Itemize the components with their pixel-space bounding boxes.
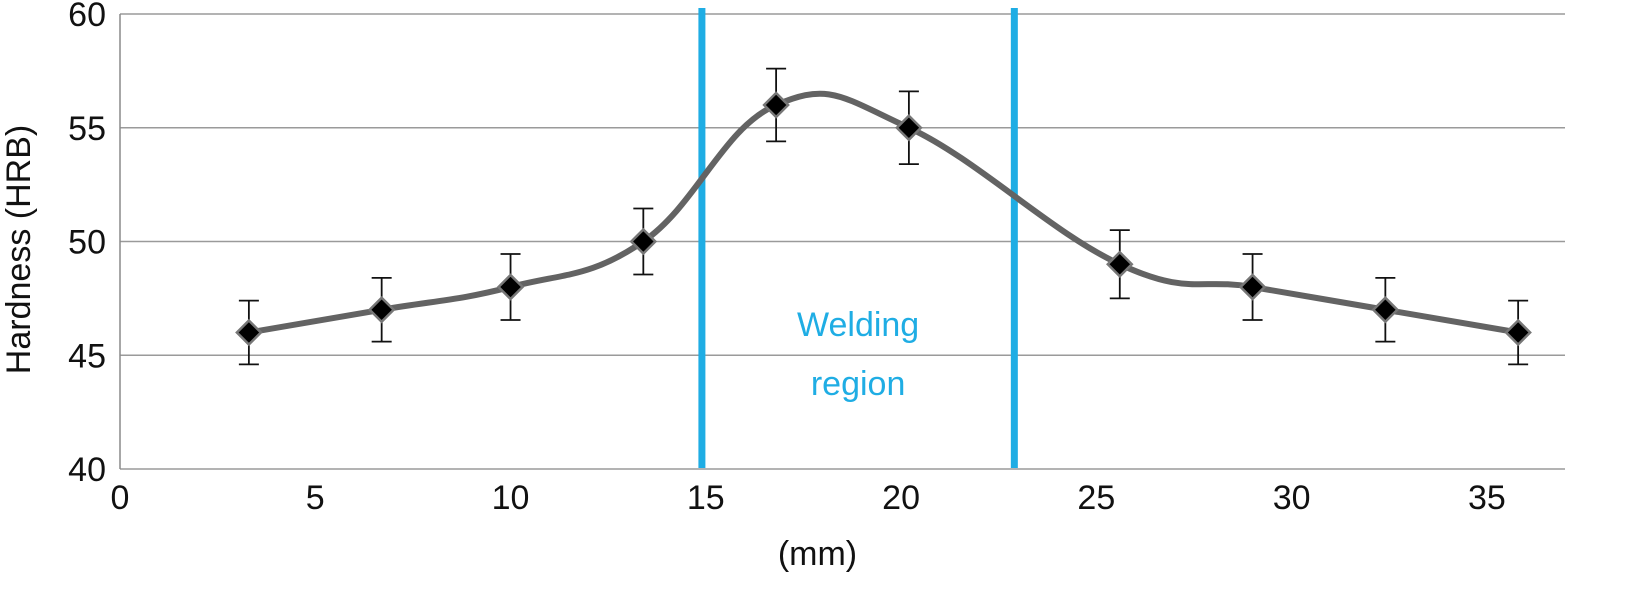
x-tick-label-20: 20	[882, 479, 920, 517]
data-point-3	[629, 207, 658, 276]
data-series	[235, 67, 1532, 366]
x-tick-label-30: 30	[1273, 479, 1311, 517]
y-axis-title: Hardness (HRB)	[0, 125, 38, 374]
x-tick-label-0: 0	[111, 479, 130, 517]
x-tick-label-25: 25	[1077, 479, 1115, 517]
welding-region-label-line1: Welding	[797, 306, 919, 344]
diamond-marker-9	[1504, 318, 1532, 347]
y-tick-label-40: 40	[68, 451, 106, 489]
welding-region	[698, 8, 1018, 468]
diamond-marker-5	[895, 113, 923, 142]
y-tick-label-55: 55	[68, 110, 106, 148]
data-point-7	[1238, 253, 1267, 321]
diamond-marker-7	[1238, 273, 1267, 301]
data-point-8	[1371, 276, 1400, 343]
diamond-marker-0	[235, 318, 263, 347]
data-point-1	[367, 276, 396, 343]
data-point-9	[1504, 299, 1532, 366]
diamond-marker-6	[1106, 250, 1134, 279]
x-axis-title: (mm)	[778, 535, 857, 573]
x-tick-label-15: 15	[687, 479, 725, 517]
x-tick-label-35: 35	[1468, 479, 1506, 517]
welding-region-label-line2: region	[811, 365, 906, 403]
data-point-2	[496, 253, 525, 321]
grid-lines	[120, 13, 1565, 470]
y-tick-label-50: 50	[68, 224, 106, 262]
series-line-0	[245, 90, 1522, 336]
y-tick-label-60: 60	[68, 0, 106, 34]
y-tick-label-45: 45	[68, 337, 106, 375]
tick-labels: 40 45 50 55 60 0 5 10 15 20 25 30 35	[68, 0, 1506, 517]
data-point-0	[235, 299, 263, 366]
data-point-5	[895, 90, 923, 166]
data-point-6	[1106, 229, 1134, 300]
x-tick-label-10: 10	[492, 479, 530, 517]
diamond-marker-1	[367, 295, 396, 324]
data-point-4	[762, 67, 790, 143]
x-tick-label-5: 5	[306, 479, 325, 517]
diamond-marker-8	[1371, 295, 1400, 324]
diamond-marker-4	[762, 91, 790, 119]
diamond-marker-3	[629, 227, 658, 256]
diamond-marker-2	[496, 273, 525, 301]
